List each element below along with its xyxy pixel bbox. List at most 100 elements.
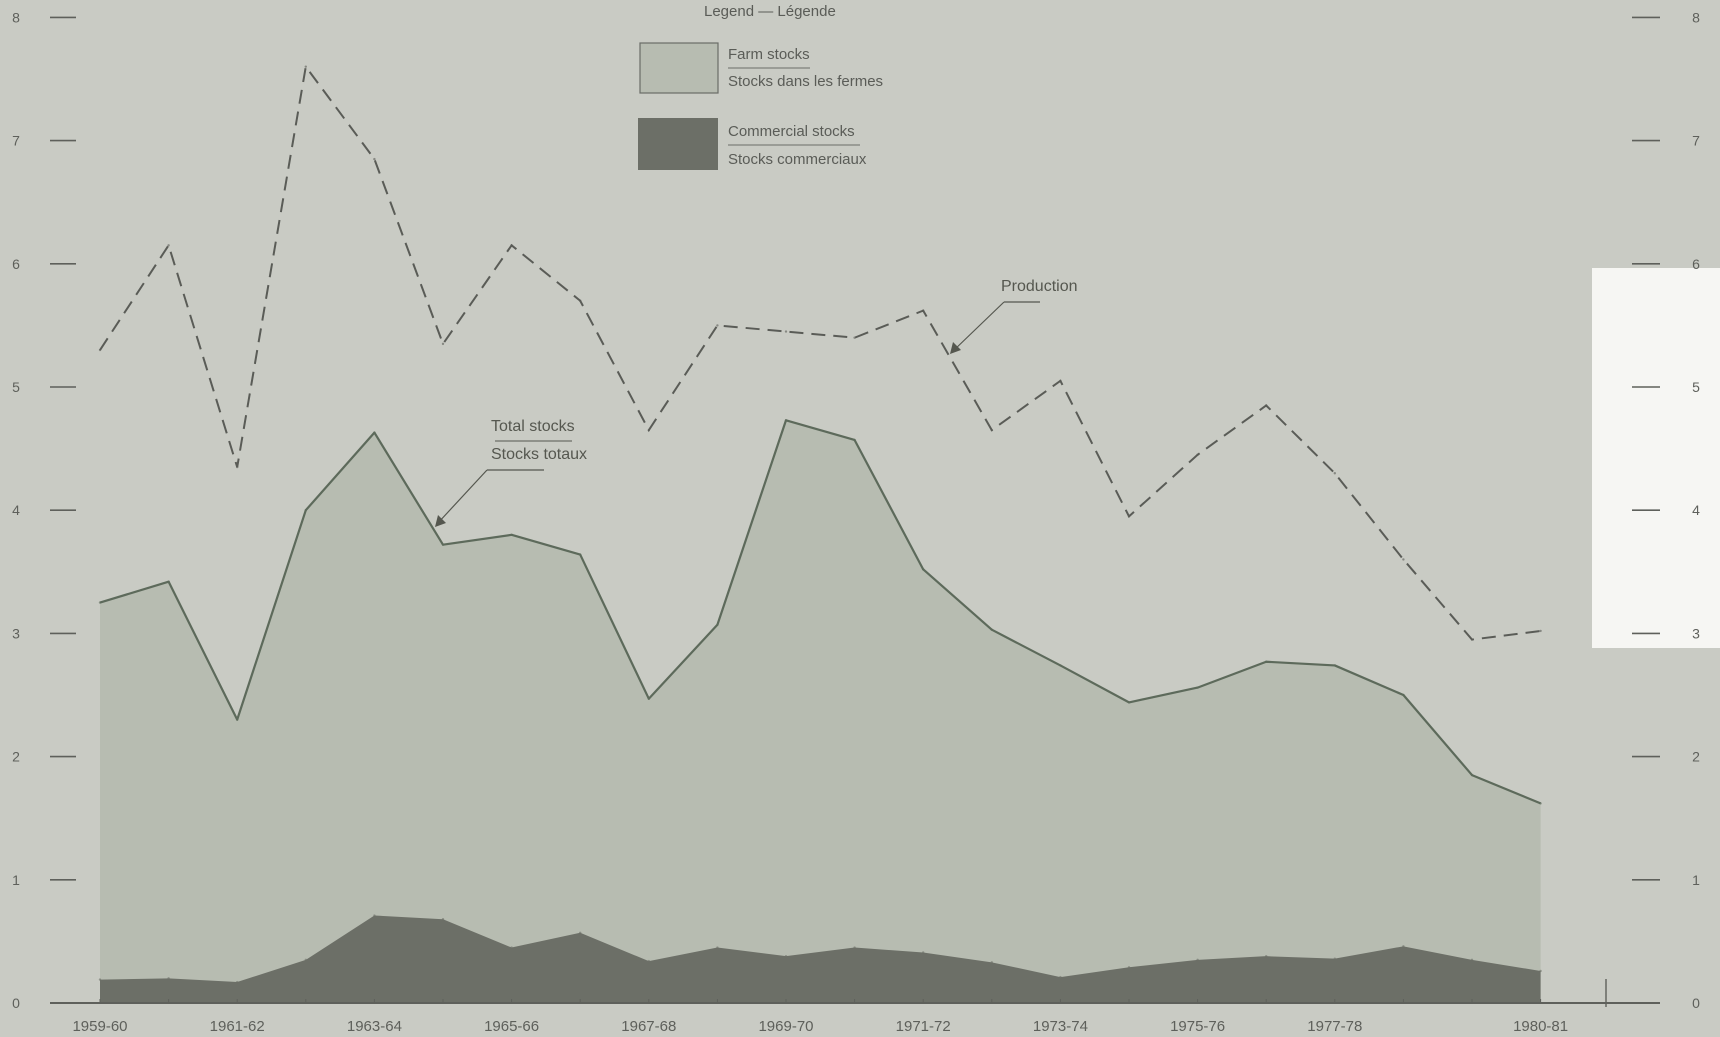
data-point-0-1 [167, 244, 170, 247]
x-tick-label-2: 1963-64 [347, 1018, 402, 1035]
data-point-2-3 [304, 958, 307, 962]
series-lines [98, 64, 1542, 984]
data-point-2-6 [510, 946, 513, 949]
y-tick-label-right-3: 3 [1692, 625, 1700, 641]
x-tick-label-10: 1980-81 [1513, 1018, 1568, 1035]
legend-label-farm-stocks-en: Farm stocks [728, 46, 810, 63]
axes: 0 0 1 1 2 2 3 3 4 4 5 5 6 6 7 7 8 8 1959-60 1961-62 1963-64 1… [12, 9, 1700, 1035]
data-point-1-13 [990, 628, 993, 631]
data-point-1-4 [373, 431, 376, 434]
data-point-0-15 [1127, 515, 1131, 518]
x-tick-label-1: 1961-62 [210, 1018, 265, 1035]
data-point-1-12 [922, 568, 925, 571]
production-line [99, 64, 1541, 641]
y-tick-label-left-8: 8 [12, 9, 20, 25]
data-point-1-3 [304, 509, 307, 512]
legend-label-farm-stocks-fr: Stocks dans les fermes [728, 73, 883, 90]
data-point-0-20 [1470, 638, 1474, 641]
data-point-1-21 [1539, 802, 1542, 805]
data-point-2-5 [441, 918, 445, 921]
x-tick-label-4: 1967-68 [621, 1018, 676, 1035]
y-tick-label-left-7: 7 [12, 133, 20, 149]
data-point-2-4 [373, 914, 376, 917]
stock-areas [100, 420, 1541, 1003]
data-point-1-10 [784, 419, 788, 422]
data-point-2-21 [1539, 969, 1542, 973]
x-tick-label-7: 1973-74 [1033, 1018, 1088, 1035]
y-tick-label-left-1: 1 [12, 872, 20, 888]
data-point-0-13 [990, 428, 993, 432]
legend-swatch-commercial-stocks [638, 118, 718, 170]
data-point-2-18 [1333, 957, 1337, 960]
y-tick-label-right-6: 6 [1692, 256, 1700, 272]
y-tick-label-left-6: 6 [12, 256, 20, 272]
data-point-2-15 [1127, 966, 1131, 969]
x-tick-label-3: 1965-66 [484, 1018, 539, 1035]
data-point-1-1 [167, 580, 170, 583]
data-point-0-5 [441, 342, 445, 346]
y-tick-label-left-0: 0 [12, 995, 20, 1011]
data-point-1-5 [441, 543, 445, 546]
total-stocks-line [99, 419, 1542, 805]
data-point-1-8 [647, 697, 650, 700]
y-tick-label-right-1: 1 [1692, 872, 1700, 888]
data-point-0-21 [1539, 629, 1542, 633]
data-point-2-8 [647, 959, 650, 963]
y-tick-label-left-2: 2 [12, 749, 20, 765]
x-tick-label-5: 1969-70 [758, 1018, 813, 1035]
data-point-1-11 [853, 438, 856, 442]
data-point-0-17 [1265, 404, 1268, 407]
data-point-1-19 [1402, 693, 1405, 697]
data-point-2-20 [1470, 958, 1474, 962]
legend-label-commercial-stocks-fr: Stocks commerciaux [728, 151, 867, 168]
data-point-0-6 [510, 244, 513, 247]
data-point-2-14 [1059, 975, 1062, 979]
y-tick-label-left-3: 3 [12, 625, 20, 641]
data-point-0-3 [304, 65, 307, 68]
data-point-1-14 [1059, 664, 1062, 667]
annotation-total-stocks-fr: Stocks totaux [491, 446, 587, 463]
data-point-1-18 [1333, 664, 1337, 667]
data-point-1-7 [579, 553, 582, 556]
data-point-1-2 [236, 718, 239, 721]
data-point-2-0 [98, 978, 102, 981]
y-tick-label-right-0: 0 [1692, 995, 1700, 1011]
data-point-2-2 [236, 980, 239, 984]
y-tick-label-left-5: 5 [12, 379, 20, 395]
data-point-2-10 [784, 954, 788, 958]
y-tick-label-right-2: 2 [1692, 749, 1700, 765]
data-point-0-0 [98, 348, 102, 352]
data-point-0-12 [922, 309, 925, 312]
legend: Legend — Légende Farm stocks Stocks dans… [638, 3, 883, 170]
data-point-2-11 [853, 946, 856, 949]
data-point-0-8 [647, 428, 650, 432]
data-point-2-9 [716, 946, 719, 949]
data-point-2-19 [1402, 945, 1405, 948]
data-point-1-16 [1196, 686, 1199, 689]
data-point-1-9 [716, 623, 719, 626]
annotation-production-arrow [951, 301, 1005, 353]
data-point-2-17 [1265, 954, 1268, 958]
data-point-1-15 [1127, 701, 1131, 704]
data-point-0-2 [236, 465, 239, 469]
data-point-1-17 [1265, 660, 1268, 663]
data-point-0-16 [1196, 453, 1199, 456]
right-margin-panel [1592, 268, 1720, 648]
x-tick-label-9: 1977-78 [1307, 1018, 1362, 1035]
y-tick-label-right-4: 4 [1692, 502, 1700, 518]
data-point-0-9 [716, 324, 719, 327]
annotation-total-stocks-arrowhead [435, 515, 446, 527]
data-point-2-12 [922, 951, 925, 954]
data-point-0-19 [1402, 558, 1405, 561]
y-tick-label-left-4: 4 [12, 502, 20, 518]
annotations: Production Total stocks Stocks totaux [435, 278, 1078, 527]
data-point-2-7 [579, 931, 582, 934]
x-tick-label-6: 1971-72 [896, 1018, 951, 1035]
data-point-2-13 [990, 961, 993, 964]
x-tick-label-0: 1959-60 [72, 1018, 127, 1035]
data-point-2-1 [167, 977, 170, 980]
annotation-production: Production [1001, 278, 1078, 295]
data-point-2-16 [1196, 958, 1199, 962]
data-point-0-11 [853, 336, 856, 339]
data-point-0-4 [373, 157, 376, 161]
